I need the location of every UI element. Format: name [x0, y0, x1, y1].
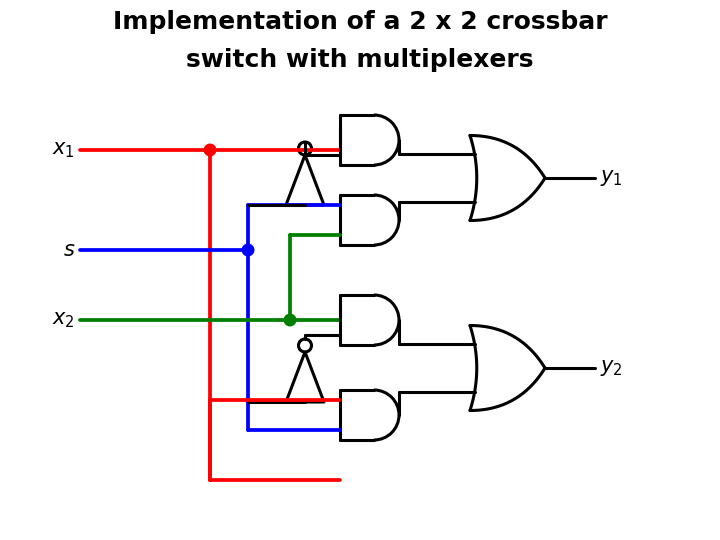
Circle shape — [242, 244, 253, 256]
Text: $x_1$: $x_1$ — [53, 140, 75, 160]
Circle shape — [204, 144, 216, 156]
Text: $y_2$: $y_2$ — [600, 358, 623, 378]
Text: $s$: $s$ — [63, 240, 75, 260]
Circle shape — [284, 314, 296, 326]
Text: $y_1$: $y_1$ — [600, 168, 623, 188]
Text: Implementation of a 2 x 2 crossbar: Implementation of a 2 x 2 crossbar — [113, 10, 607, 34]
Text: switch with multiplexers: switch with multiplexers — [186, 48, 534, 72]
Text: $x_2$: $x_2$ — [53, 310, 75, 330]
